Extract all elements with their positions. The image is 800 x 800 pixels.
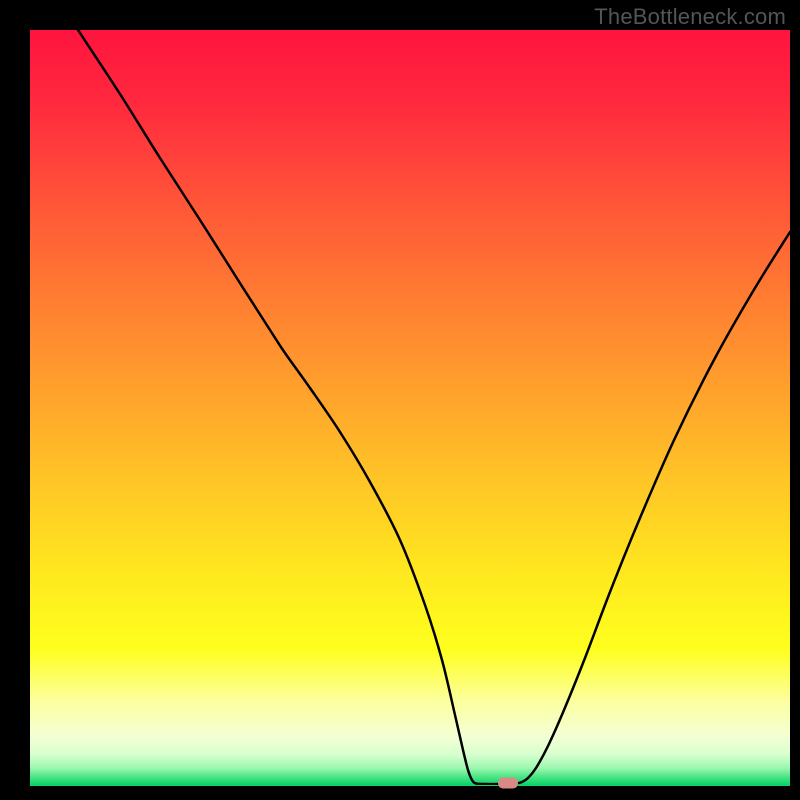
curve-path [78,30,790,784]
watermark-text: TheBottleneck.com [594,4,786,30]
plot-border [30,30,790,785]
plot-area [30,30,790,785]
curve-svg [30,30,790,785]
chart-frame: TheBottleneck.com [0,0,800,800]
min-marker [498,778,518,789]
